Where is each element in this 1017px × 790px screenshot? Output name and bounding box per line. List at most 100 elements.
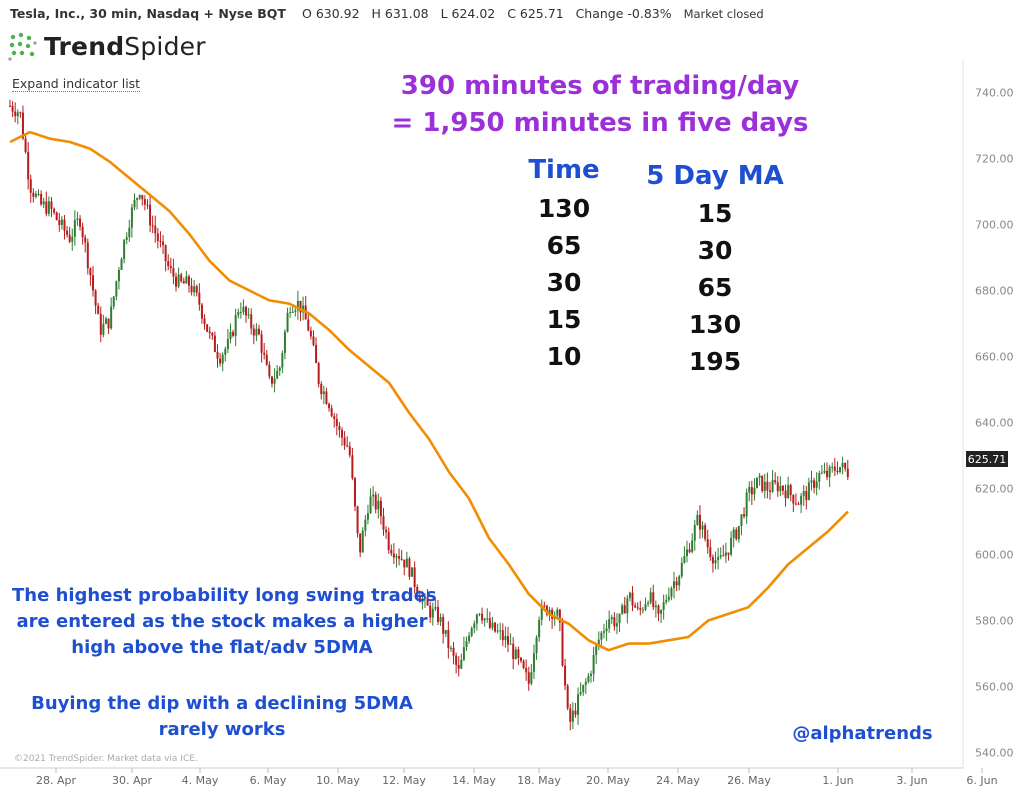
candle-body [260, 334, 263, 353]
candle-body [514, 649, 517, 659]
x-tick-label: 12. May [382, 774, 426, 787]
candle-body [125, 237, 128, 240]
candle-body [265, 354, 268, 365]
candle-body [133, 200, 136, 208]
candle-body [68, 234, 71, 242]
open-value: 630.92 [315, 6, 360, 21]
candle-body [711, 557, 714, 564]
candle-body [143, 199, 146, 205]
candle-body [452, 647, 455, 656]
candle-body [486, 618, 489, 620]
y-tick-label: 740.00 [975, 87, 1014, 100]
note-line: The highest probability long swing trade… [12, 585, 437, 606]
x-tick-label: 6. May [250, 774, 287, 787]
candle-body [130, 207, 133, 228]
candle-body [600, 632, 603, 640]
candle-body [566, 685, 569, 709]
candle-body [341, 429, 344, 438]
change-label: Change [575, 6, 624, 21]
candle-body [444, 629, 447, 634]
candle-body [302, 305, 305, 313]
candle-body [584, 681, 587, 685]
candle-body [582, 684, 585, 693]
candle-body [245, 306, 248, 316]
candle-body [660, 609, 663, 614]
logo-text-regular: Spider [124, 31, 206, 61]
time-value: 10 [546, 342, 582, 371]
ma-value: 30 [697, 236, 733, 265]
candle-body [89, 268, 92, 276]
candle-body [735, 529, 738, 540]
candle-body [831, 466, 834, 468]
candle-body [86, 242, 89, 269]
candle-body [213, 335, 216, 352]
expand-indicator-list-link[interactable]: Expand indicator list [12, 76, 141, 92]
candle-body [34, 193, 37, 197]
candle-body [424, 596, 427, 599]
candle-body [159, 240, 162, 242]
y-tick-label: 680.00 [975, 285, 1014, 298]
candle-body [239, 312, 242, 314]
candle-body [771, 480, 774, 492]
candle-body [175, 276, 178, 287]
candle-body [571, 710, 574, 722]
candle-body [63, 219, 66, 231]
note-line: Buying the dip with a declining 5DMA [31, 693, 413, 714]
candle-body [366, 513, 369, 520]
candle-body [774, 480, 777, 483]
candle-body [717, 556, 720, 561]
candle-body [11, 105, 14, 112]
x-tick-label: 20. May [586, 774, 630, 787]
candle-body [789, 485, 792, 495]
candle-body [315, 344, 318, 364]
note-line: rarely works [158, 719, 286, 740]
candle-body [387, 532, 390, 550]
candle-body [110, 306, 113, 329]
candle-body [670, 588, 673, 597]
candle-body [538, 619, 541, 638]
candle-body [45, 201, 48, 214]
candle-body [846, 468, 849, 478]
candle-body [273, 378, 276, 384]
candle-body [123, 239, 126, 260]
candle-body [71, 236, 74, 242]
candle-body [532, 653, 535, 672]
logo-text: TrendSpider [44, 32, 206, 61]
candle-body [501, 630, 504, 641]
candle-body [818, 473, 821, 482]
candle-body [556, 609, 559, 616]
candle-body [141, 195, 144, 200]
candle-body [649, 592, 652, 603]
candle-body [569, 708, 572, 722]
candle-body [66, 230, 69, 235]
candle-body [496, 630, 499, 632]
time-value: 130 [537, 194, 591, 223]
candle-body [180, 274, 183, 281]
candle-body [58, 220, 61, 225]
candle-body [229, 331, 232, 340]
candle-body [151, 225, 154, 227]
candle-body [29, 179, 32, 193]
candle-body [356, 506, 359, 534]
candle-body [621, 605, 624, 614]
candle-body [468, 635, 471, 642]
low-value: 624.02 [451, 6, 496, 21]
candle-body [507, 636, 510, 645]
candle-body [167, 261, 170, 267]
candle-body [382, 516, 385, 530]
candle-body [294, 310, 297, 312]
candle-body [359, 533, 362, 553]
candle-body [680, 562, 683, 577]
candle-body [369, 496, 372, 514]
candle-body [457, 664, 460, 669]
candle-body [338, 425, 341, 430]
candle-body [662, 602, 665, 610]
candle-body [753, 488, 756, 495]
candle-body [237, 312, 240, 316]
x-tick-label: 3. Jun [896, 774, 927, 787]
candle-body [719, 555, 722, 557]
candle-body [351, 455, 354, 479]
candle-body [605, 628, 608, 632]
candle-body [685, 549, 688, 557]
